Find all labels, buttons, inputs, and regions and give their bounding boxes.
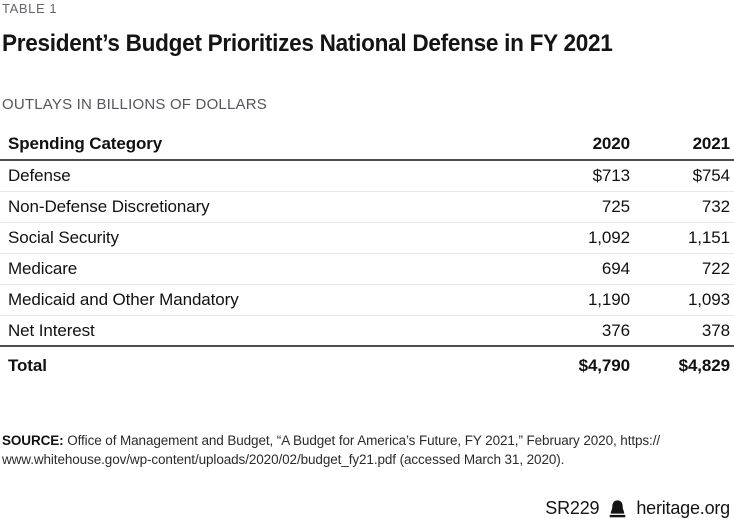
report-id: SR229 bbox=[545, 498, 600, 518]
table-row-medicaid: Medicaid and Other Mandatory 1,190 1,093 bbox=[0, 285, 734, 316]
row-category: Medicaid and Other Mandatory bbox=[8, 290, 239, 309]
row-category: Medicare bbox=[8, 259, 78, 278]
total-label: Total bbox=[8, 356, 47, 375]
row-value-2021: 732 bbox=[701, 197, 730, 216]
row-value-2020: 694 bbox=[601, 259, 630, 278]
column-header-2020: 2020 bbox=[592, 133, 631, 153]
column-header-category: Spending Category bbox=[8, 133, 163, 153]
table-total-row: Total $4,790 $4,829 bbox=[0, 347, 734, 385]
source-note: SOURCE: Office of Management and Budget,… bbox=[2, 431, 734, 469]
table-subtitle: OUTLAYS IN BILLIONS OF DOLLARS bbox=[2, 96, 267, 113]
row-value-2021: $754 bbox=[692, 166, 731, 185]
table-row-net-interest: Net Interest 376 378 bbox=[0, 316, 734, 347]
site-link: heritage.org bbox=[636, 498, 730, 518]
table-row-social-security: Social Security 1,092 1,151 bbox=[0, 223, 734, 254]
row-value-2020: 1,190 bbox=[587, 290, 630, 309]
total-value-2021: $4,829 bbox=[678, 356, 731, 375]
row-value-2020: 1,092 bbox=[587, 228, 630, 247]
row-value-2020: 725 bbox=[601, 197, 630, 216]
page-title: President’s Budget Prioritizes National … bbox=[2, 30, 613, 57]
source-text-line2: www.whitehouse.gov/wp-content/uploads/20… bbox=[2, 452, 565, 467]
row-category: Net Interest bbox=[8, 320, 95, 340]
row-value-2021: 1,151 bbox=[687, 228, 730, 247]
table-row-defense: Defense $713 $754 bbox=[0, 161, 734, 192]
table-row-medicare: Medicare 694 722 bbox=[0, 254, 734, 285]
row-value-2020: 376 bbox=[601, 320, 630, 340]
row-category: Defense bbox=[8, 166, 71, 185]
row-category: Non-Defense Discretionary bbox=[8, 197, 210, 216]
total-value-2020: $4,790 bbox=[578, 356, 631, 375]
table-label: TABLE 1 bbox=[2, 1, 58, 16]
source-text-line1: Office of Management and Budget, “A Budg… bbox=[67, 433, 661, 448]
row-value-2021: 722 bbox=[701, 259, 730, 278]
table-row-non-defense: Non-Defense Discretionary 725 732 bbox=[0, 192, 734, 223]
row-value-2021: 1,093 bbox=[687, 290, 730, 309]
report-footer: SR229 heritage.org bbox=[545, 498, 730, 519]
row-category: Social Security bbox=[8, 228, 119, 247]
budget-table: Spending Category 2020 2021 Defense $713… bbox=[0, 128, 734, 385]
table-header-row: Spending Category 2020 2021 bbox=[0, 128, 734, 161]
source-label: SOURCE: bbox=[2, 433, 64, 448]
row-value-2021: 378 bbox=[701, 320, 730, 340]
liberty-bell-icon bbox=[607, 499, 628, 518]
column-header-2021: 2021 bbox=[692, 133, 731, 153]
row-value-2020: $713 bbox=[592, 166, 631, 185]
